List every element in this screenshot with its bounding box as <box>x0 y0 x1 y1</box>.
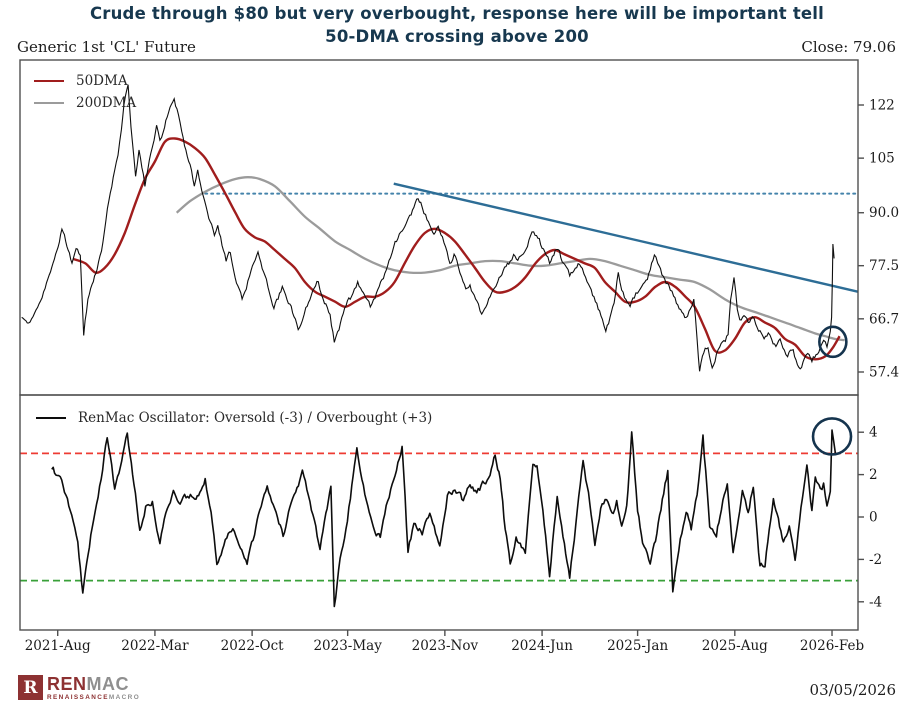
legend-item-200dma: 200DMA <box>34 92 136 114</box>
price-ytick-label: 90.0 <box>869 205 899 221</box>
oscillator-legend: RenMac Oscillator: Oversold (-3) / Overb… <box>36 410 432 426</box>
xtick-label: 2025-Jan <box>607 638 668 654</box>
renmac-logo: R RENMAC RENAISSANCEMACRO <box>18 675 140 701</box>
downtrend-line <box>393 182 858 293</box>
price-ytick-label: 57.4 <box>869 365 899 381</box>
oscillator-label: RenMac Oscillator: Oversold (-3) / Overb… <box>78 410 433 426</box>
close-price: Close: 79.06 <box>801 38 896 56</box>
xtick-label: 2022-Oct <box>221 638 285 654</box>
oscillator-spike-circle-annotation <box>811 417 853 456</box>
xtick-label: 2025-Aug <box>702 638 768 654</box>
50dma-line-swatch <box>34 79 64 83</box>
oscillator-line <box>51 429 837 608</box>
renmac-logo-mark: R <box>18 675 43 700</box>
price-panel-legend: 50DMA 200DMA <box>34 70 136 114</box>
oscillator-ytick-label: 0 <box>869 510 878 526</box>
oscillator-panel <box>20 429 858 608</box>
xtick-label: 2023-May <box>313 638 382 654</box>
200dma-line <box>175 176 845 342</box>
oscillator-line-swatch <box>36 416 66 420</box>
price-ytick-label: 122 <box>869 98 895 114</box>
chart-annotation-title-line2: 50-DMA crossing above 200 <box>325 27 589 46</box>
price-line <box>21 84 835 372</box>
oscillator-ytick-label: 4 <box>869 425 878 441</box>
xtick-label: 2022-Mar <box>121 638 189 654</box>
instrument-name: Generic 1st 'CL' Future <box>17 38 196 56</box>
50dma-line <box>72 137 841 361</box>
report-date: 03/05/2026 <box>809 681 896 699</box>
legend-item-50dma: 50DMA <box>34 70 136 92</box>
price-panel <box>21 84 858 372</box>
oscillator-ytick-label: 2 <box>869 467 878 483</box>
oscillator-ytick-label: -4 <box>869 594 882 610</box>
xtick-label: 2023-Nov <box>412 638 479 654</box>
xtick-label: 2021-Aug <box>25 638 91 654</box>
renmac-wordmark: RENMAC <box>47 674 130 694</box>
xtick-label: 2024-Jun <box>511 638 573 654</box>
price-ytick-label: 77.5 <box>869 258 899 274</box>
panel-border <box>19 394 859 631</box>
200dma-line-swatch <box>34 101 64 105</box>
dma-cross-circle-annotation <box>818 325 848 359</box>
chart-annotation-title-line1: Crude through $80 but very overbought, r… <box>89 4 825 23</box>
renmac-logo-text: RENMAC RENAISSANCEMACRO <box>47 675 140 701</box>
200dma-label: 200DMA <box>76 95 137 111</box>
price-ytick-label: 66.7 <box>869 311 899 327</box>
xtick-label: 2026-Feb <box>800 638 864 654</box>
50dma-label: 50DMA <box>76 73 128 89</box>
oscillator-ytick-label: -2 <box>869 552 882 568</box>
renmac-subtext: RENAISSANCEMACRO <box>47 694 141 701</box>
price-ytick-label: 105 <box>869 151 895 167</box>
